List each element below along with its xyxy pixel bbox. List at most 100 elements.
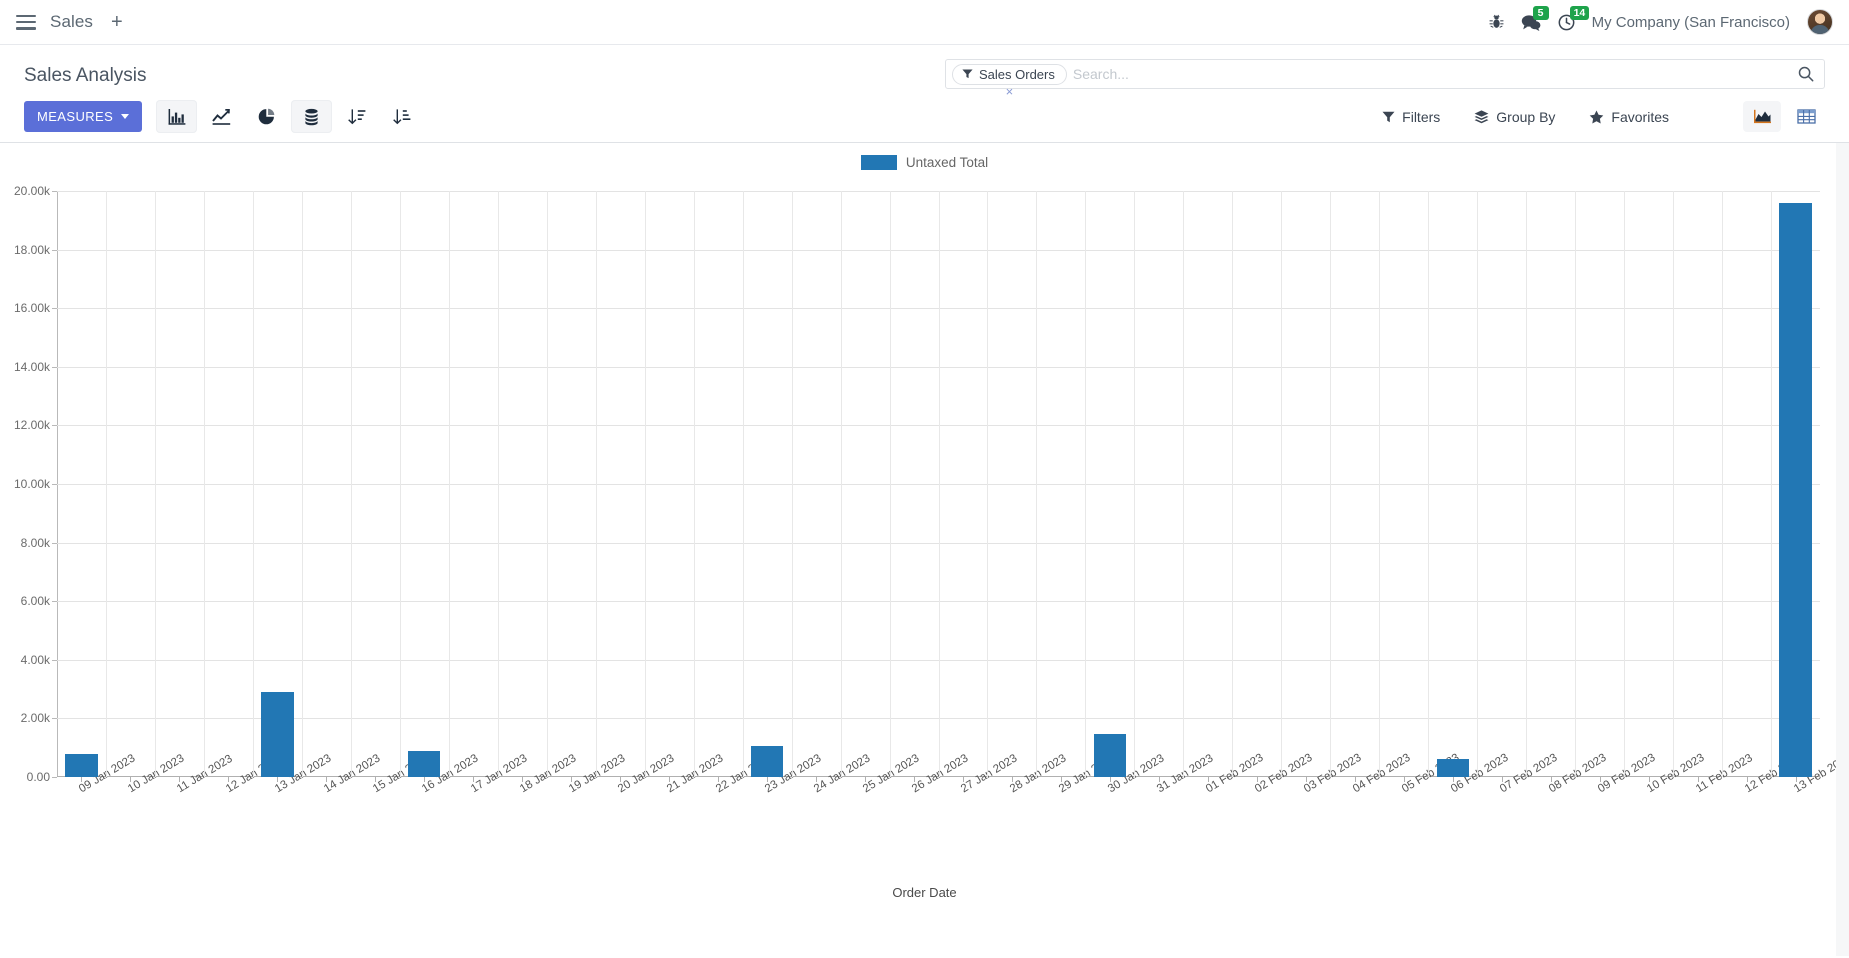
x-tick-mark	[816, 777, 818, 782]
x-tick-mark	[522, 777, 524, 782]
x-tick-mark	[1109, 777, 1111, 782]
gridline-vertical	[938, 191, 940, 777]
measures-button-label: MEASURES	[37, 109, 114, 124]
avatar[interactable]	[1807, 9, 1833, 35]
gridline-vertical	[1183, 191, 1185, 777]
y-tick-mark	[52, 249, 57, 251]
x-tick-mark	[1305, 777, 1307, 782]
y-tick-label: 20.00k	[13, 184, 50, 198]
y-tick-mark	[52, 601, 57, 603]
line-chart-button[interactable]	[201, 100, 242, 133]
measures-button[interactable]: MEASURES	[24, 101, 143, 132]
x-tick-mark	[718, 777, 720, 782]
filters-menu-label: Filters	[1402, 108, 1441, 125]
x-tick-mark	[1256, 777, 1258, 782]
chart-bar[interactable]	[65, 753, 98, 777]
search-facet-label: Sales Orders	[979, 66, 1055, 82]
control-panel-bottom-row: MEASURES	[24, 89, 1825, 142]
sort-ascending-button[interactable]	[381, 100, 422, 133]
hamburger-icon[interactable]	[16, 14, 36, 30]
navbar-left: Sales +	[16, 12, 127, 32]
x-tick-mark	[375, 777, 377, 782]
sort-amount-asc-icon	[392, 108, 411, 124]
groupby-menu[interactable]: Group By	[1474, 109, 1555, 125]
gridline-vertical	[497, 191, 499, 777]
x-tick-mark	[326, 777, 328, 782]
pie-chart-button[interactable]	[246, 100, 287, 133]
x-tick-mark	[620, 777, 622, 782]
gridline-vertical	[546, 191, 548, 777]
search-input[interactable]	[1066, 66, 1794, 82]
gridline-vertical	[1624, 191, 1626, 777]
bug-icon[interactable]	[1489, 14, 1504, 30]
filters-menu[interactable]: Filters	[1382, 109, 1440, 125]
x-tick-mark	[1207, 777, 1209, 782]
x-tick-mark	[1795, 777, 1797, 782]
chart-bar[interactable]	[1436, 759, 1469, 777]
x-tick-mark	[571, 777, 573, 782]
chart-bar[interactable]	[750, 745, 784, 777]
control-panel: Sales Analysis Sales Orders ×	[0, 45, 1849, 143]
company-name[interactable]: My Company (San Francisco)	[1591, 13, 1790, 31]
new-record-plus-button[interactable]: +	[111, 11, 123, 33]
chart-bar[interactable]	[261, 692, 294, 777]
line-chart-icon	[212, 108, 231, 125]
gridline-vertical	[1281, 191, 1283, 777]
plot-area[interactable]: 0.00 2.00k 4.00k 6.00k 8.00k 10.00k 12.00k 14.0…	[14, 184, 1849, 795]
clock-icon[interactable]: 14	[1558, 5, 1590, 31]
x-tick-mark	[130, 777, 132, 782]
x-tick-mark	[473, 777, 475, 782]
graph-view-button[interactable]	[1743, 101, 1781, 132]
searchbar[interactable]: Sales Orders ×	[945, 59, 1825, 98]
search-icon[interactable]	[1794, 66, 1818, 82]
x-tick-mark	[1354, 777, 1356, 782]
control-panel-menus: Filters Group By Favorites	[1382, 101, 1825, 132]
favorites-menu[interactable]: Favorites	[1589, 109, 1669, 125]
search-facet-remove-icon[interactable]: ×	[1005, 83, 1014, 99]
x-tick-mark	[669, 777, 671, 782]
navbar-right: 5 14 My Company (San Francisco)	[1489, 5, 1833, 35]
groupby-menu-label: Group By	[1496, 108, 1556, 125]
activities-badge-count: 14	[1569, 5, 1590, 20]
gridline-vertical	[1134, 191, 1136, 777]
bar-chart-button[interactable]	[156, 100, 198, 133]
x-tick-mark	[914, 777, 915, 782]
gridline-vertical	[203, 191, 205, 777]
pivot-view-button[interactable]	[1787, 101, 1825, 132]
gridline-vertical	[1036, 191, 1038, 777]
graph-view: Untaxed Total 0.00 2.00k 4.00k 6.00k 8.00k 10…	[0, 143, 1849, 956]
scrollbar[interactable]	[1836, 143, 1849, 956]
chart-bar[interactable]	[1093, 733, 1127, 777]
chart-bar[interactable]	[1779, 202, 1812, 777]
gridline-vertical	[350, 191, 352, 777]
gridline-vertical	[1526, 191, 1528, 777]
x-tick-mark	[1403, 777, 1405, 782]
gridline-vertical	[399, 191, 401, 777]
x-tick-mark	[277, 777, 279, 782]
gridline-vertical	[1232, 191, 1234, 777]
gridline-vertical	[889, 191, 891, 777]
x-axis-title: Order Date	[892, 885, 957, 900]
filter-icon	[962, 69, 973, 79]
legend-swatch-untaxed-total	[860, 155, 897, 170]
stacked-button[interactable]	[291, 100, 333, 133]
x-tick-mark	[1599, 777, 1601, 782]
x-tick-mark	[767, 777, 769, 782]
x-tick-mark	[1648, 777, 1650, 782]
gridline-vertical	[105, 191, 107, 777]
y-tick-label: 16.00k	[13, 301, 50, 316]
gridline-vertical	[693, 191, 695, 777]
search-facet-sales-orders[interactable]: Sales Orders ×	[952, 63, 1067, 98]
app-brand-sales[interactable]: Sales	[50, 12, 94, 31]
gridline-vertical	[448, 191, 450, 777]
gridline-vertical	[252, 191, 254, 777]
y-tick-mark	[52, 308, 57, 310]
legend-label-untaxed-total: Untaxed Total	[905, 155, 989, 170]
gridline-vertical	[1673, 191, 1675, 777]
sort-descending-button[interactable]	[336, 100, 377, 133]
chart-bar[interactable]	[408, 750, 441, 777]
y-tick-mark	[52, 542, 57, 544]
y-tick-label: 8.00k	[20, 535, 50, 550]
y-tick-mark	[52, 366, 57, 368]
messages-icon[interactable]: 5	[1521, 5, 1549, 31]
